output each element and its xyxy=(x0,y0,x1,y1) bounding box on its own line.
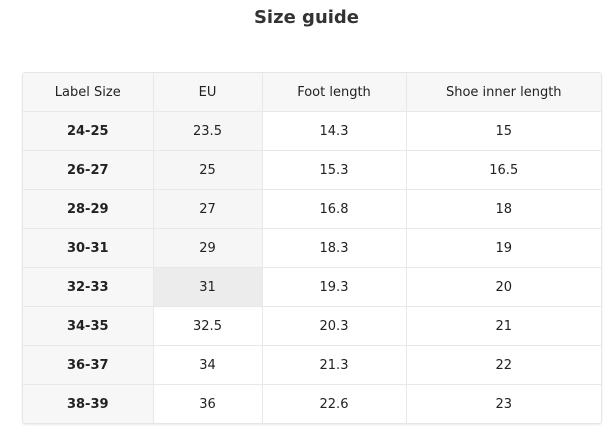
table-cell: 16.5 xyxy=(406,150,601,190)
table-cell: 32.5 xyxy=(153,306,263,346)
table-cell: 18.3 xyxy=(262,228,407,268)
table-cell: 21.3 xyxy=(262,345,407,385)
label-size-cell: 24-25 xyxy=(23,111,154,151)
label-size-cell: 38-39 xyxy=(23,384,154,423)
table-cell: 27 xyxy=(153,189,263,229)
table-cell: 31 xyxy=(153,267,263,307)
size-guide-table: Label Size EU Foot length Shoe inner length… xyxy=(22,72,602,424)
table-cell: 18 xyxy=(406,189,601,229)
label-size-cell: 30-31 xyxy=(23,228,154,268)
table-cell: 15 xyxy=(406,111,601,151)
label-size-cell: 32-33 xyxy=(23,267,154,307)
table-row: 38-39 36 22.6 23 xyxy=(23,384,601,423)
table-cell: 16.8 xyxy=(262,189,407,229)
label-size-cell: 26-27 xyxy=(23,150,154,190)
table-cell: 19 xyxy=(406,228,601,268)
table-row: 28-29 27 16.8 18 xyxy=(23,189,601,229)
page-title: Size guide xyxy=(253,7,360,28)
table-cell: 21 xyxy=(406,306,601,346)
column-header: Shoe inner length xyxy=(406,73,601,112)
table-cell: 23.5 xyxy=(153,111,263,151)
table-row: 36-37 34 21.3 22 xyxy=(23,345,601,385)
table-row: 32-33 31 19.3 20 xyxy=(23,267,601,307)
table-cell: 25 xyxy=(153,150,263,190)
table-cell: 20 xyxy=(406,267,601,307)
label-size-cell: 28-29 xyxy=(23,189,154,229)
column-header: Label Size xyxy=(23,73,154,112)
table-cell: 14.3 xyxy=(262,111,407,151)
label-size-cell: 34-35 xyxy=(23,306,154,346)
table-row: 30-31 29 18.3 19 xyxy=(23,228,601,268)
table-cell: 22 xyxy=(406,345,601,385)
column-header: Foot length xyxy=(262,73,407,112)
table-cell: 29 xyxy=(153,228,263,268)
table-cell: 22.6 xyxy=(262,384,407,423)
table-cell: 34 xyxy=(153,345,263,385)
column-header: EU xyxy=(153,73,263,112)
table-row: 34-35 32.5 20.3 21 xyxy=(23,306,601,346)
table-header-row: Label Size EU Foot length Shoe inner length xyxy=(23,73,601,112)
table-cell: 36 xyxy=(153,384,263,423)
table-cell: 20.3 xyxy=(262,306,407,346)
table-cell: 15.3 xyxy=(262,150,407,190)
table-row: 24-25 23.5 14.3 15 xyxy=(23,111,601,151)
table-cell: 23 xyxy=(495,396,513,412)
label-size-cell: 36-37 xyxy=(23,345,154,385)
table-row: 26-27 25 15.3 16.5 xyxy=(23,150,601,190)
table-cell: 19.3 xyxy=(262,267,407,307)
